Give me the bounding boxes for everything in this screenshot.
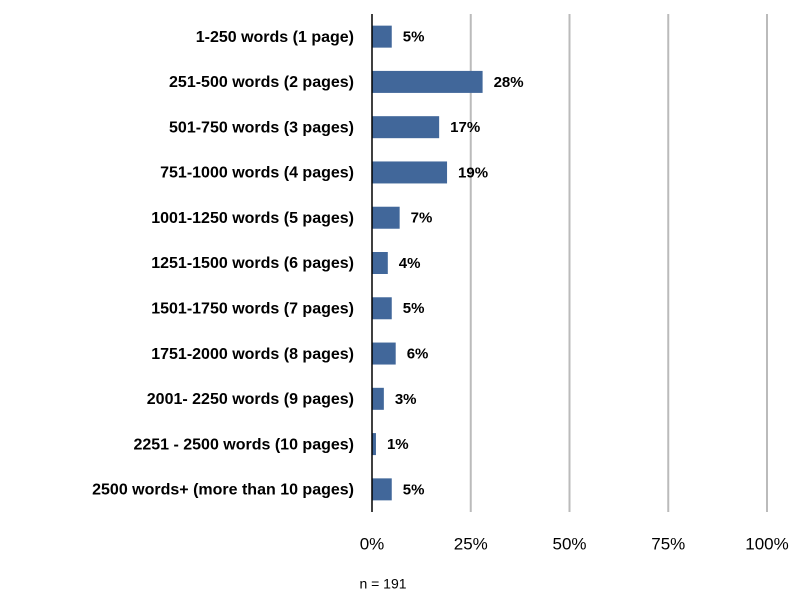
bar xyxy=(372,206,400,229)
bar xyxy=(372,297,392,320)
value-label: 19% xyxy=(458,164,488,181)
bar xyxy=(372,387,384,410)
x-tick-label: 50% xyxy=(552,534,586,553)
value-label: 4% xyxy=(399,255,421,272)
x-tick-label: 100% xyxy=(745,534,788,553)
y-tick-label: 2001- 2250 words (9 pages) xyxy=(147,391,354,408)
value-label: 5% xyxy=(403,29,425,46)
y-tick-label: 2500 words+ (more than 10 pages) xyxy=(92,482,354,499)
bar xyxy=(372,70,483,93)
y-tick-label: 751-1000 words (4 pages) xyxy=(160,165,354,182)
y-tick-label: 1751-2000 words (8 pages) xyxy=(151,346,354,363)
annotation: n = 191 xyxy=(359,576,406,592)
value-label: 7% xyxy=(411,210,433,227)
y-tick-label: 1251-1500 words (6 pages) xyxy=(151,255,354,272)
value-label: 17% xyxy=(450,119,480,136)
value-label: 3% xyxy=(395,391,417,408)
x-tick-label: 75% xyxy=(651,534,685,553)
y-tick-label: 2251 - 2500 words (10 pages) xyxy=(133,436,354,453)
bar xyxy=(372,161,448,184)
bar xyxy=(372,342,396,365)
x-tick-label: 0% xyxy=(360,534,385,553)
value-label: 5% xyxy=(403,481,425,498)
y-tick-label: 251-500 words (2 pages) xyxy=(169,74,354,91)
y-tick-label: 1001-1250 words (5 pages) xyxy=(151,210,354,227)
value-label: 6% xyxy=(407,346,429,363)
value-label: 5% xyxy=(403,300,425,317)
bar xyxy=(372,433,376,456)
y-tick-label: 501-750 words (3 pages) xyxy=(169,119,354,136)
y-tick-label: 1-250 words (1 page) xyxy=(196,29,354,46)
x-tick-label: 25% xyxy=(454,534,488,553)
y-tick-label: 1501-1750 words (7 pages) xyxy=(151,300,354,317)
bar xyxy=(372,116,440,139)
bar xyxy=(372,478,392,501)
bar xyxy=(372,252,388,274)
value-label: 1% xyxy=(387,436,409,453)
bar xyxy=(372,25,392,48)
value-label: 28% xyxy=(494,74,524,91)
